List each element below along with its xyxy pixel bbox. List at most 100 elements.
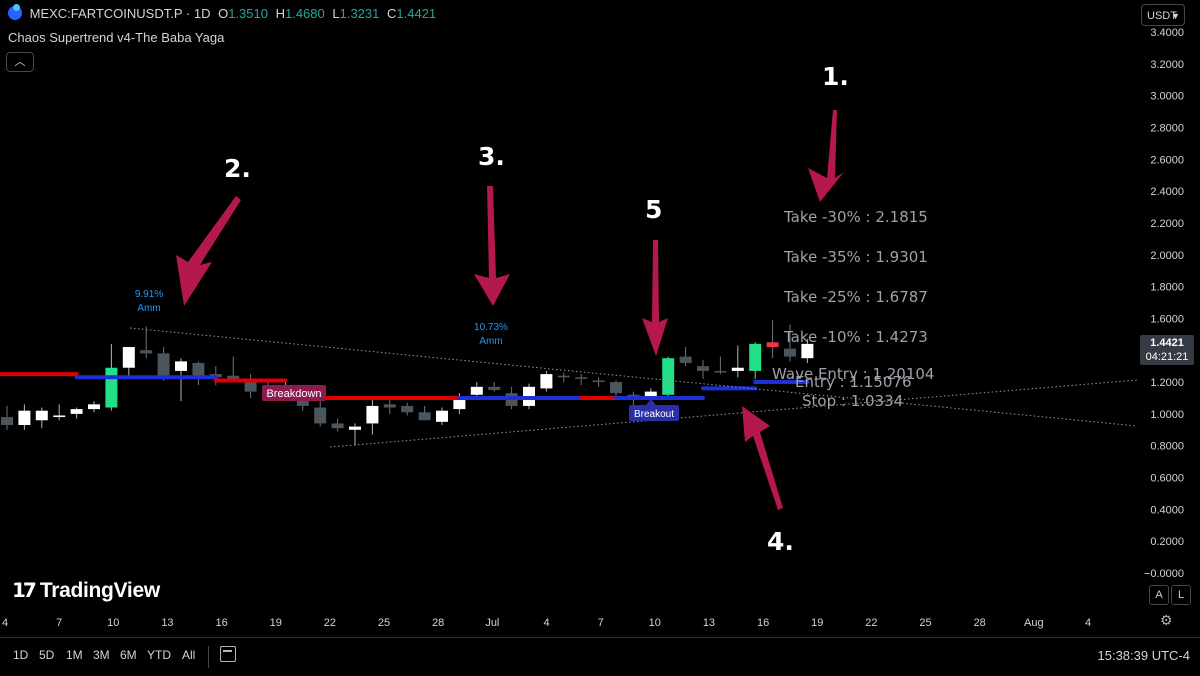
ohlc-open-value: 1.3510	[228, 6, 268, 21]
range-all-button[interactable]: All	[182, 648, 196, 662]
time-tick-label: 4	[2, 617, 8, 629]
ohlc-low-label: L	[332, 6, 340, 21]
candle-body	[610, 382, 622, 394]
level-take-25: Take -25% : 1.6787	[783, 288, 928, 306]
candle-body	[540, 374, 553, 389]
price-tick-label: 2.2000	[1150, 218, 1184, 230]
time-tick-label: 7	[56, 617, 62, 629]
amm-name-1: Amm	[137, 303, 160, 314]
trendlines-layer	[129, 327, 1138, 448]
time-tick-label: 25	[378, 617, 390, 629]
time-tick-label: 22	[324, 617, 336, 629]
price-tick-label: 0.6000	[1150, 473, 1184, 485]
range-6m-button[interactable]: 6M	[120, 648, 137, 662]
symbol-header[interactable]: MEXC:FARTCOINUSDT.P · 1D O1.3510 H1.4680…	[8, 4, 437, 21]
arrow-2	[176, 196, 241, 306]
candle-body	[192, 362, 205, 376]
time-tick-label: Aug	[1024, 617, 1044, 629]
range-1m-button[interactable]: 1M	[66, 648, 83, 662]
range-3m-button[interactable]: 3M	[93, 648, 110, 662]
candle-body	[731, 367, 744, 371]
exchange-logo-icon	[8, 4, 22, 20]
annotation-number-4: 4.	[767, 527, 794, 556]
last-price-badge: 1.4421 04:21:21	[1140, 335, 1194, 365]
price-tick-label: 0.8000	[1150, 441, 1184, 453]
arrow-4	[742, 406, 783, 510]
chevron-down-icon: ▼	[1171, 11, 1180, 21]
price-tick-label: 1.2000	[1150, 377, 1184, 389]
annotation-number-1: 1.	[822, 62, 849, 91]
arrow-3	[474, 186, 510, 306]
range-1d-button[interactable]: 1D	[13, 648, 29, 662]
gear-icon[interactable]: ⚙	[1160, 612, 1173, 628]
candle-body	[766, 342, 779, 348]
log-scale-button[interactable]: L	[1171, 585, 1191, 605]
candle-body	[714, 370, 727, 373]
price-tick-label: 2.4000	[1150, 186, 1184, 198]
ohlc-high-label: H	[275, 6, 285, 21]
time-tick-label: 22	[865, 617, 877, 629]
symbol-title[interactable]: MEXC:FARTCOINUSDT.P · 1D	[29, 6, 211, 21]
supertrend-layer	[0, 372, 810, 400]
breakdown-text: Breakdown	[266, 388, 321, 400]
candle-body	[349, 426, 361, 430]
ohlc-open-label: O	[218, 6, 229, 21]
candle-body	[383, 404, 396, 408]
time-tick-label: 13	[703, 617, 715, 629]
candle-body	[140, 350, 153, 354]
candle-body	[122, 347, 135, 368]
lower-trendline	[329, 379, 1138, 448]
level-take-30: Take -30% : 2.1815	[783, 208, 928, 226]
candle-body	[18, 410, 31, 426]
currency-select[interactable]: USDT ▼	[1141, 4, 1185, 26]
collapse-legend-button[interactable]: ︿	[6, 52, 34, 72]
time-tick-label: 25	[919, 617, 931, 629]
candle-body	[592, 380, 605, 383]
candle-body	[105, 367, 118, 408]
time-tick-label: 7	[598, 617, 604, 629]
price-tick-label: 1.6000	[1150, 313, 1184, 325]
time-tick-label: 10	[107, 617, 119, 629]
price-tick-label: 1.8000	[1150, 282, 1184, 294]
time-tick-label: 4	[543, 617, 549, 629]
candle-body	[88, 404, 100, 410]
toolbar-divider	[208, 646, 209, 668]
time-tick-label: Jul	[485, 617, 499, 629]
level-take-35: Take -35% : 1.9301	[783, 248, 928, 266]
range-ytd-button[interactable]: YTD	[147, 648, 171, 662]
time-tick-label: 4	[1085, 617, 1091, 629]
candle-body	[35, 410, 48, 421]
arrow-1	[808, 110, 844, 202]
candle-body	[331, 423, 344, 429]
price-tick-label: 3.0000	[1150, 91, 1184, 103]
annotation-arrows	[176, 110, 844, 510]
candle-body	[175, 361, 187, 371]
time-tick-label: 16	[757, 617, 769, 629]
ohlc-close-value: 1.4421	[396, 6, 437, 21]
upper-trendline	[129, 327, 1138, 427]
time-tick-label: 19	[811, 617, 823, 629]
price-axis: 3.4000 3.2000 3.0000 2.8000 2.6000 2.4000 2.20…	[1144, 27, 1184, 580]
breakout-label: Breakout	[629, 399, 679, 421]
time-axis: 4 7 10 13 16 19 22 25 28 Jul 4 7 10 13 16 19 22 25 28 Aug 4	[2, 617, 1091, 629]
candle-body	[401, 405, 414, 413]
time-tick-label: 10	[649, 617, 661, 629]
price-tick-label: 3.4000	[1150, 27, 1184, 39]
level-stop: Stop : 1.0334	[802, 392, 903, 410]
candle-body	[488, 386, 501, 391]
time-tick-label: 19	[270, 617, 282, 629]
candle-body	[436, 410, 448, 422]
timezone-clock[interactable]: 15:38:39 UTC-4	[1097, 648, 1191, 663]
candle-body	[575, 377, 588, 379]
calendar-icon[interactable]	[220, 646, 236, 662]
time-tick-label: 28	[974, 617, 986, 629]
auto-scale-button[interactable]: A	[1149, 585, 1169, 605]
arrow-5	[642, 240, 668, 356]
price-chart[interactable]: 3.4000 3.2000 3.0000 2.8000 2.6000 2.4000 2.20…	[0, 0, 1200, 637]
ohlc-close-label: C	[387, 6, 397, 21]
amm-name-2: Amm	[479, 336, 502, 347]
tradingview-logo[interactable]: 𝟭𝟳 TradingView	[12, 578, 160, 603]
candle-body	[366, 405, 379, 424]
indicator-legend[interactable]: Chaos Supertrend v4-The Baba Yaga	[8, 30, 225, 45]
range-5d-button[interactable]: 5D	[39, 648, 55, 662]
